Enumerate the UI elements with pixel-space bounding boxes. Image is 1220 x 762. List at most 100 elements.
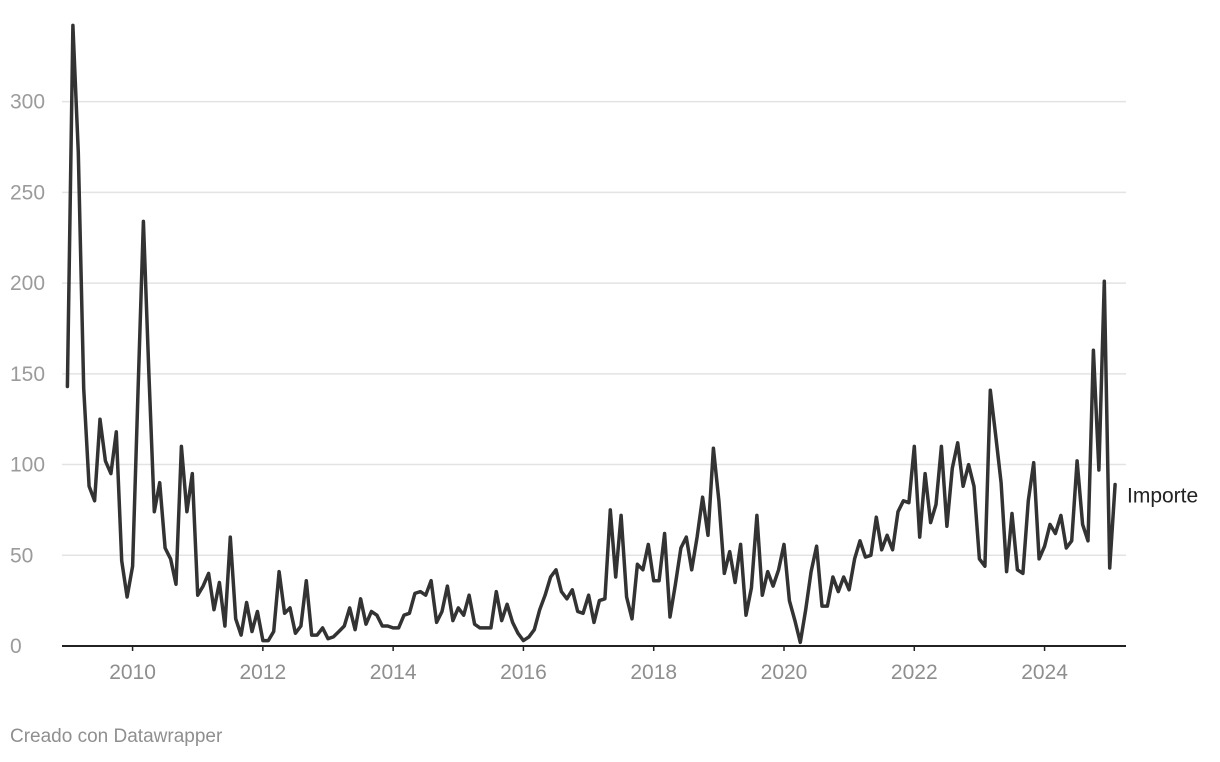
data-point bbox=[810, 570, 813, 573]
data-point bbox=[174, 583, 177, 586]
data-point bbox=[408, 612, 411, 615]
data-point bbox=[701, 496, 704, 499]
data-point bbox=[880, 548, 883, 551]
data-point bbox=[956, 441, 959, 444]
data-point bbox=[717, 499, 720, 502]
data-point bbox=[180, 445, 183, 448]
data-point bbox=[799, 641, 802, 644]
data-point bbox=[430, 579, 433, 582]
data-point bbox=[158, 481, 161, 484]
data-point bbox=[419, 590, 422, 593]
x-tick-label: 2012 bbox=[239, 661, 286, 684]
data-point bbox=[381, 624, 384, 627]
data-point bbox=[527, 635, 530, 638]
data-point bbox=[858, 539, 861, 542]
data-point bbox=[1092, 349, 1095, 352]
data-point bbox=[283, 612, 286, 615]
data-point bbox=[250, 630, 253, 633]
data-point bbox=[728, 550, 731, 553]
data-point bbox=[147, 372, 150, 375]
data-point bbox=[994, 434, 997, 437]
data-point bbox=[370, 610, 373, 613]
data-point bbox=[1043, 545, 1046, 548]
data-point bbox=[739, 543, 742, 546]
data-point bbox=[468, 594, 471, 597]
data-point bbox=[1070, 539, 1073, 542]
data-point bbox=[549, 575, 552, 578]
data-point bbox=[212, 608, 215, 611]
data-point bbox=[842, 575, 845, 578]
data-point bbox=[109, 472, 112, 475]
data-point bbox=[1065, 546, 1068, 549]
data-point bbox=[576, 610, 579, 613]
data-point bbox=[614, 575, 617, 578]
data-point bbox=[478, 626, 481, 629]
data-point bbox=[663, 532, 666, 535]
data-point bbox=[375, 614, 378, 617]
data-point bbox=[1081, 523, 1084, 526]
data-point bbox=[229, 536, 232, 539]
x-tick-label: 2010 bbox=[109, 661, 156, 684]
data-point bbox=[1021, 572, 1024, 575]
data-point bbox=[544, 594, 547, 597]
data-point bbox=[77, 151, 80, 154]
data-point bbox=[554, 568, 557, 571]
data-point bbox=[82, 387, 85, 390]
data-point bbox=[674, 583, 677, 586]
data-point bbox=[267, 639, 270, 642]
data-point bbox=[294, 632, 297, 635]
x-tick-label: 2024 bbox=[1021, 661, 1068, 684]
data-point bbox=[343, 624, 346, 627]
data-point bbox=[511, 621, 514, 624]
data-point bbox=[1032, 461, 1035, 464]
data-point bbox=[489, 626, 492, 629]
data-point bbox=[598, 599, 601, 602]
series-line-importe bbox=[65, 23, 1117, 645]
y-tick-label: 300 bbox=[10, 91, 45, 114]
x-axis: 2010 2012 2014 2016 2018 2020 2022 2024 bbox=[62, 645, 1126, 684]
data-point bbox=[815, 545, 818, 548]
y-axis: 0 50 100 150 200 250 300 bbox=[10, 91, 45, 658]
data-point bbox=[864, 556, 867, 559]
data-point bbox=[397, 626, 400, 629]
data-point bbox=[641, 568, 644, 571]
data-point bbox=[332, 635, 335, 638]
data-point bbox=[207, 572, 210, 575]
datawrapper-credit-link[interactable]: Creado con Datawrapper bbox=[10, 726, 223, 747]
data-point bbox=[587, 594, 590, 597]
data-point bbox=[696, 536, 699, 539]
data-point bbox=[354, 628, 357, 631]
data-point bbox=[777, 568, 780, 571]
data-point bbox=[706, 534, 709, 537]
data-point bbox=[299, 624, 302, 627]
data-point bbox=[446, 585, 449, 588]
data-point bbox=[288, 606, 291, 609]
data-point bbox=[164, 546, 167, 549]
data-point bbox=[522, 639, 525, 642]
data-point bbox=[316, 634, 319, 637]
data-point bbox=[126, 595, 129, 598]
data-point bbox=[484, 626, 487, 629]
data-point bbox=[1097, 468, 1100, 471]
data-point bbox=[104, 459, 107, 462]
x-tick-label: 2022 bbox=[891, 661, 938, 684]
data-point bbox=[560, 590, 563, 593]
data-point bbox=[983, 565, 986, 568]
data-point bbox=[896, 510, 899, 513]
data-point bbox=[565, 597, 568, 600]
y-tick-label: 150 bbox=[10, 363, 45, 386]
data-point bbox=[848, 588, 851, 591]
data-point bbox=[533, 628, 536, 631]
data-point bbox=[142, 220, 145, 223]
data-point bbox=[647, 543, 650, 546]
data-point bbox=[761, 594, 764, 597]
data-point bbox=[495, 590, 498, 593]
data-point bbox=[875, 516, 878, 519]
data-point bbox=[945, 525, 948, 528]
data-point bbox=[88, 485, 91, 488]
data-point bbox=[668, 615, 671, 618]
data-point bbox=[804, 608, 807, 611]
data-point bbox=[734, 581, 737, 584]
data-point bbox=[869, 554, 872, 557]
data-point bbox=[831, 575, 834, 578]
